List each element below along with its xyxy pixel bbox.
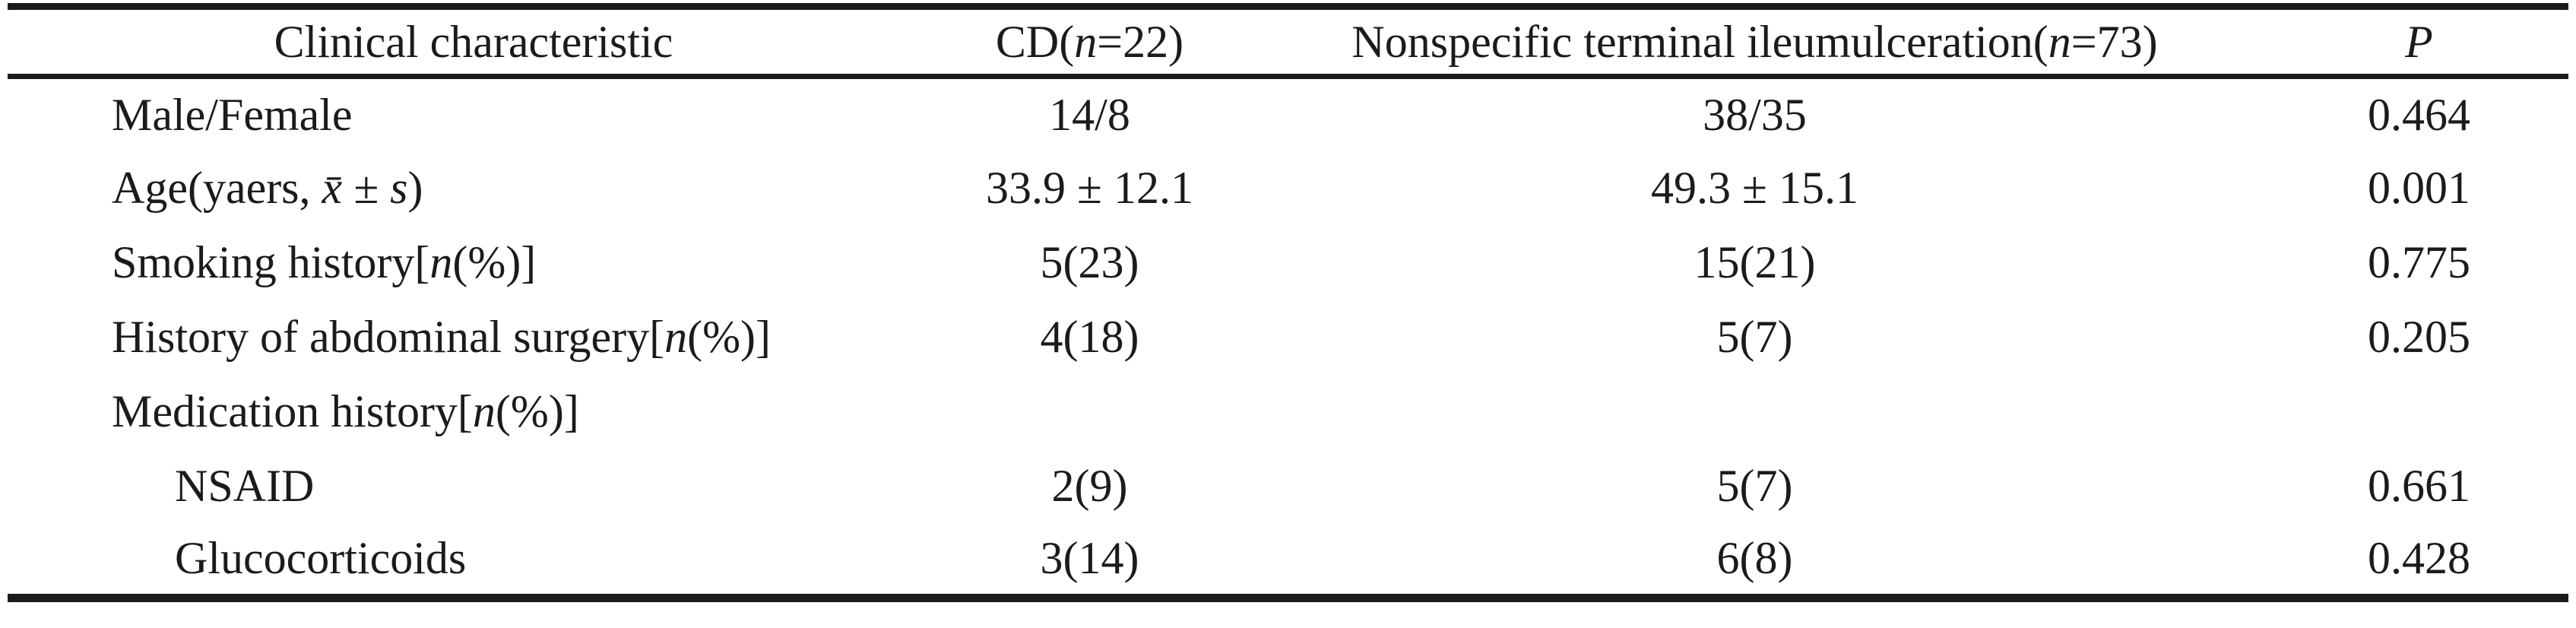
cell-ntiu-value: 5(7) [1716,312,1793,362]
label-part-pre: Age(yaers, [112,163,322,213]
table-row-medication-history: Medication history[n(%)] [8,375,2568,449]
cell-label: History of abdominal surgery[n(%)] [8,300,939,375]
label-part-italic: x̄ ± s [322,163,408,213]
cell-p-value: 0.205 [2368,312,2470,362]
cell-ntiu-value: 49.3 ± 15.1 [1651,163,1858,213]
table-row-smoking-history: Smoking history[n(%)] 5(23) 15(21) 0.775 [8,226,2568,300]
cell-ntiu-value: 38/35 [1703,89,1807,140]
label-part-italic: n [472,386,496,436]
header-part-italic: n [1074,16,1098,67]
label-part-italic: n [664,312,688,362]
cell-label: Male/Female [8,77,939,151]
cell-label: Smoking history[n(%)] [8,226,939,300]
column-header-cd: CD(n=22) [939,6,1240,79]
cell-ntiu-value: 6(8) [1716,533,1793,584]
column-header-nonspecific-terminal-ileum-ulceration: Nonspecific terminal ileumulceration(n=7… [1240,6,2270,79]
cell-ntiu-value: 5(7) [1716,461,1793,511]
label-part-pre: History of abdominal surgery[ [112,312,665,362]
label-part-post: ) [407,163,423,213]
header-part-pre: Clinical characteristic [274,16,673,67]
cell-p-value [2270,375,2568,449]
header-part-italic: P [2405,16,2433,67]
table-row-male-female: Male/Female 14/8 38/35 0.464 [8,77,2568,151]
label-part-pre: Male/Female [112,89,353,140]
cell-p-value: 0.464 [2368,89,2470,140]
cell-label: Glucocorticoids [8,524,939,598]
header-part-post: =73) [2071,16,2158,67]
table-row-age: Age(yaers, x̄ ± s) 33.9 ± 12.1 49.3 ± 15… [8,151,2568,226]
header-part-pre: Nonspecific terminal ileumulceration( [1351,16,2048,67]
column-header-clinical-characteristic: Clinical characteristic [8,6,939,79]
cell-cd-value: 4(18) [1040,312,1139,362]
table-row-glucocorticoids: Glucocorticoids 3(14) 6(8) 0.428 [8,524,2568,598]
cell-p-value: 0.001 [2368,163,2470,213]
cell-p-value: 0.661 [2368,461,2470,511]
label-part-pre: Smoking history[ [112,237,430,287]
cell-label: Medication history[n(%)] [8,375,939,449]
label-part-post: (%)] [495,386,579,436]
cell-p-value: 0.775 [2368,237,2470,287]
cell-cd-value: 3(14) [1040,533,1139,584]
cell-cd-value: 14/8 [1049,89,1130,140]
header-part-pre: CD( [995,16,1075,67]
cell-cd-value: 33.9 ± 12.1 [986,163,1193,213]
cell-cd-value: 5(23) [1040,237,1139,287]
clinical-characteristics-table: Clinical characteristic CD(n=22) Nonspec… [8,3,2568,602]
cell-ntiu-value: 15(21) [1694,237,1816,287]
table-row-nsaid: NSAID 2(9) 5(7) 0.661 [8,449,2568,524]
cell-cd-value [939,375,1240,449]
cell-label: NSAID [8,449,939,524]
cell-ntiu-value [1240,375,2270,449]
label-part-pre: Glucocorticoids [175,533,467,584]
label-part-italic: n [429,237,453,287]
label-part-post: (%)] [687,312,772,362]
column-header-p-value: P [2270,6,2568,79]
cell-cd-value: 2(9) [1051,461,1128,511]
cell-p-value: 0.428 [2368,533,2470,584]
label-part-pre: Medication history[ [112,386,473,436]
table-row-abdominal-surgery-history: History of abdominal surgery[n(%)] 4(18)… [8,300,2568,375]
label-part-post: (%)] [452,237,537,287]
header-part-italic: n [2048,16,2071,67]
header-row: Clinical characteristic CD(n=22) Nonspec… [8,6,2568,79]
header-part-post: =22) [1097,16,1184,67]
cell-label: Age(yaers, x̄ ± s) [8,151,939,226]
label-part-pre: NSAID [175,461,315,511]
